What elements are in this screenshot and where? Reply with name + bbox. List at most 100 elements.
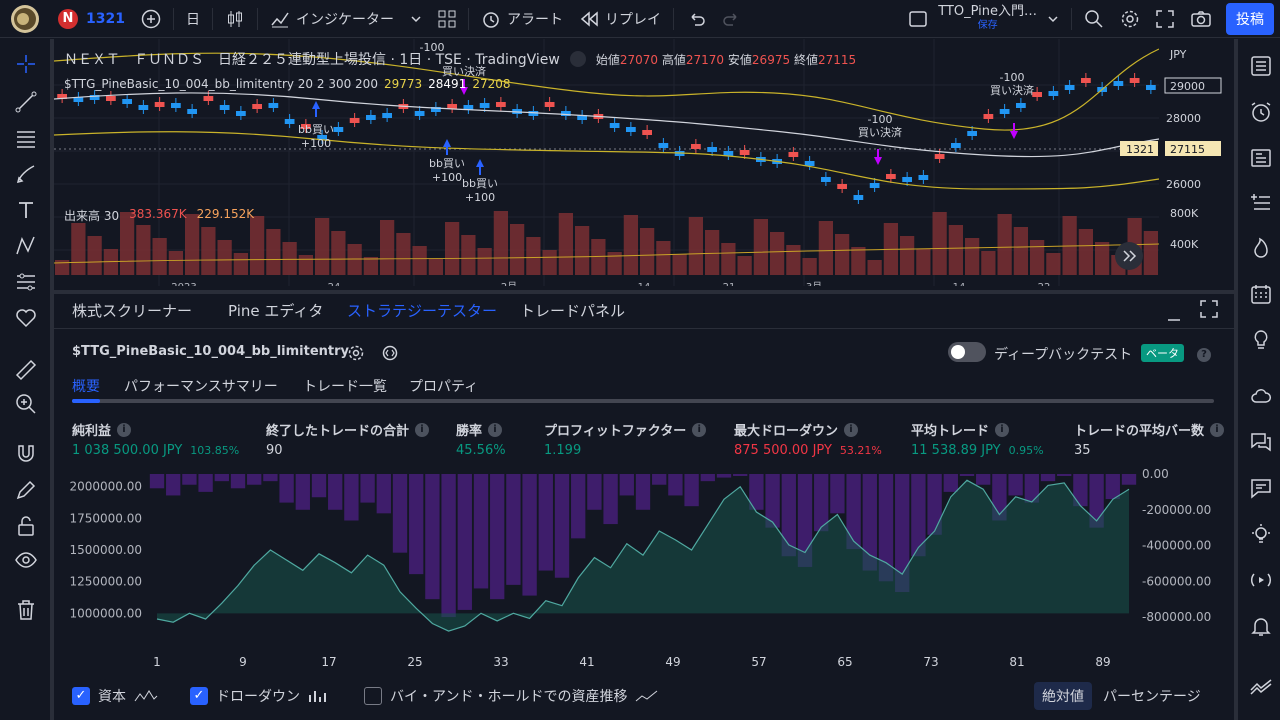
info-icon[interactable]: i (488, 422, 503, 437)
ideas-button[interactable] (1248, 327, 1274, 353)
logo[interactable] (0, 0, 50, 38)
notifications-button[interactable] (1248, 613, 1274, 639)
compare-button[interactable] (133, 0, 169, 38)
pattern-tool[interactable] (13, 233, 39, 259)
lock-tool[interactable] (13, 513, 39, 539)
symbol-search[interactable]: N 1321 (50, 0, 133, 38)
replay-button[interactable]: リプレイ (571, 0, 669, 38)
drawdown-bar (279, 474, 294, 503)
drawdown-bar (927, 474, 942, 535)
tab-trading-panel[interactable]: トレードパネル (520, 302, 626, 320)
close-value: 27115 (817, 52, 857, 67)
zoom-tool[interactable] (13, 391, 39, 417)
drawdown-bar (1008, 474, 1023, 496)
volume-bar (932, 212, 947, 275)
layout-button[interactable]: TTO_Pine入門… 保存 (900, 0, 1067, 38)
collapse-panel-button[interactable] (1248, 673, 1274, 699)
help-button[interactable] (1248, 521, 1274, 547)
subtab-properties[interactable]: プロパティ (409, 379, 479, 395)
trendline-tool[interactable] (13, 89, 39, 115)
chats-button[interactable] (1248, 429, 1274, 455)
subtab-trades[interactable]: トレード一覧 (303, 379, 387, 395)
maximize-panel-button[interactable] (1200, 300, 1218, 322)
alert-button[interactable]: アラート (473, 0, 571, 38)
search-button[interactable] (1076, 0, 1112, 38)
info-icon[interactable]: i (995, 422, 1010, 437)
more-icon[interactable] (569, 51, 586, 67)
text-tool[interactable] (13, 197, 39, 223)
deep-backtest-toggle[interactable] (948, 342, 986, 362)
messages-button[interactable] (1248, 475, 1274, 501)
help-button[interactable]: ? (1197, 346, 1211, 362)
visibility-tool[interactable] (13, 547, 39, 573)
info-icon[interactable]: i (117, 422, 132, 437)
candle-body (853, 195, 864, 200)
hotlists-button[interactable] (1248, 235, 1274, 261)
drawdown-bar (830, 474, 845, 514)
checkbox-checked[interactable]: ✓ (190, 687, 208, 705)
strategy-source-button[interactable] (381, 344, 399, 366)
minimize-panel-button[interactable] (1166, 308, 1182, 328)
scroll-right-button[interactable] (1115, 242, 1143, 270)
prediction-tool[interactable] (13, 269, 39, 295)
buyhold-toggle[interactable]: バイ・アンド・ホールドでの資産推移 (364, 686, 659, 706)
volume-tick: 400K (1170, 238, 1199, 251)
fib-tool[interactable] (13, 125, 39, 151)
add-list-button[interactable] (1248, 189, 1274, 215)
magnet-tool[interactable] (13, 441, 39, 467)
calendar-button[interactable] (1248, 281, 1274, 307)
post-button[interactable]: 投稿 (1226, 2, 1274, 35)
annotation-sell-qty: -100 (1000, 71, 1025, 84)
watchlist-button[interactable] (1248, 53, 1274, 79)
crosshair-tool[interactable] (13, 51, 39, 77)
indicator-dropdown[interactable] (402, 0, 430, 38)
volume-bar (851, 247, 866, 275)
snapshot-button[interactable] (1182, 0, 1220, 38)
percent-button[interactable]: パーセンテージ (1103, 689, 1201, 705)
drawdown-bar (943, 474, 958, 492)
brush-tool[interactable] (13, 161, 39, 187)
subtab-performance[interactable]: パフォーマンスサマリー (124, 379, 278, 395)
templates-button[interactable] (430, 0, 464, 38)
strategy-legend[interactable]: $TTG_PineBasic_10_004_bb_limitentry 20 2… (64, 77, 511, 91)
chart-type-button[interactable] (217, 0, 253, 38)
price-chart[interactable]: bb買い +100 bb買い +100 bb買い +100 -100 買い決済 -100… (54, 39, 1234, 286)
equity-chart[interactable]: 2000000.00 1750000.00 1500000.00 1250000.00… (54, 466, 1234, 681)
draw-mode-tool[interactable] (13, 477, 39, 503)
fullscreen-button[interactable] (1148, 0, 1182, 38)
info-icon[interactable]: i (692, 422, 707, 437)
volume-legend[interactable]: 出来高 30 383.367K 229.152K (64, 207, 254, 224)
absolute-button[interactable]: 絶対値 (1034, 682, 1092, 710)
tab-pine-editor[interactable]: Pine エディタ (228, 302, 324, 320)
volume-bar (1013, 227, 1028, 275)
favorites-tool[interactable] (13, 305, 39, 331)
chart-title[interactable]: ＮＥＸＴ ＦＵＮＤＳ 日経２２５連動型上場投信 · 1日 · TSE · Tra… (64, 52, 560, 68)
info-icon[interactable]: i (415, 422, 430, 437)
settings-button[interactable] (1112, 0, 1148, 38)
redo-button[interactable] (714, 0, 750, 38)
redo-icon (723, 12, 737, 26)
tab-screener[interactable]: 株式スクリーナー (72, 302, 193, 320)
subtab-overview[interactable]: 概要 (72, 379, 100, 395)
checkbox-unchecked[interactable] (364, 687, 382, 705)
broadcast-button[interactable] (1248, 567, 1274, 593)
info-icon[interactable]: i (1210, 422, 1225, 437)
scroll-track[interactable] (72, 399, 1214, 403)
measure-tool[interactable] (13, 357, 39, 383)
annotation-buy-qty: +100 (465, 191, 495, 204)
info-icon[interactable]: i (844, 422, 859, 437)
equity-toggle[interactable]: ✓ 資本 (72, 686, 158, 706)
checkbox-checked[interactable]: ✓ (72, 687, 90, 705)
delete-tool[interactable] (13, 597, 39, 623)
interval-button[interactable]: 日 (185, 11, 200, 28)
streams-button[interactable] (1248, 383, 1274, 409)
indicators-button[interactable]: インジケーター (262, 0, 402, 38)
tab-strategy-tester[interactable]: ストラテジーテスター (347, 302, 498, 320)
news-button[interactable] (1248, 145, 1274, 171)
drawdown-toggle[interactable]: ✓ ドローダウン (190, 686, 328, 706)
active-tab-indicator (72, 399, 100, 403)
undo-button[interactable] (678, 0, 714, 38)
alerts-panel-button[interactable] (1248, 99, 1274, 125)
strategy-settings-button[interactable] (347, 344, 365, 366)
volume-bar (916, 249, 931, 275)
